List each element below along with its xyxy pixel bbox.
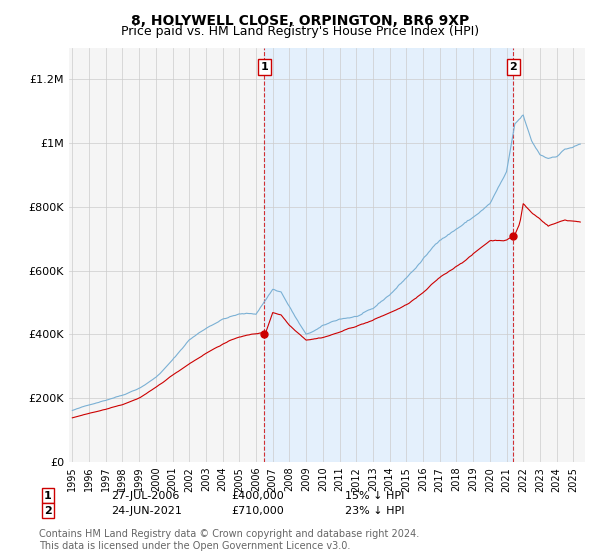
Text: 15% ↓ HPI: 15% ↓ HPI — [345, 491, 404, 501]
Bar — [265, 48, 514, 462]
Text: 24-JUN-2021: 24-JUN-2021 — [111, 506, 182, 516]
Text: 23% ↓ HPI: 23% ↓ HPI — [345, 506, 404, 516]
Text: £400,000: £400,000 — [231, 491, 284, 501]
Text: Price paid vs. HM Land Registry's House Price Index (HPI): Price paid vs. HM Land Registry's House … — [121, 25, 479, 38]
Text: 2: 2 — [44, 506, 52, 516]
Text: 1: 1 — [260, 62, 268, 72]
Text: 1: 1 — [44, 491, 52, 501]
Text: £710,000: £710,000 — [231, 506, 284, 516]
Text: 27-JUL-2006: 27-JUL-2006 — [111, 491, 179, 501]
Text: Contains HM Land Registry data © Crown copyright and database right 2024.
This d: Contains HM Land Registry data © Crown c… — [39, 529, 419, 551]
Text: 2: 2 — [509, 62, 517, 72]
Text: 8, HOLYWELL CLOSE, ORPINGTON, BR6 9XP: 8, HOLYWELL CLOSE, ORPINGTON, BR6 9XP — [131, 14, 469, 28]
